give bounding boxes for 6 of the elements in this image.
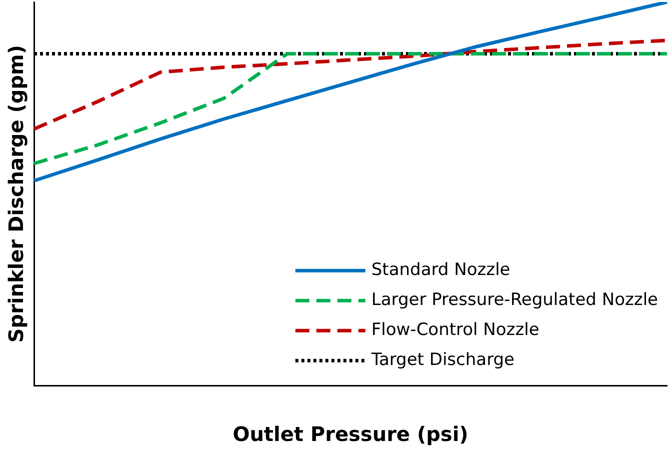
legend-label: Larger Pressure-Regulated Nozzle: [371, 290, 658, 310]
x-axis-title: Outlet Pressure (psi): [232, 422, 468, 446]
legend-label: Target Discharge: [370, 350, 515, 370]
legend-label: Standard Nozzle: [371, 260, 510, 280]
legend-label: Flow-Control Nozzle: [371, 320, 540, 340]
y-axis-title: Sprinkler Discharge (gpm): [4, 44, 28, 343]
